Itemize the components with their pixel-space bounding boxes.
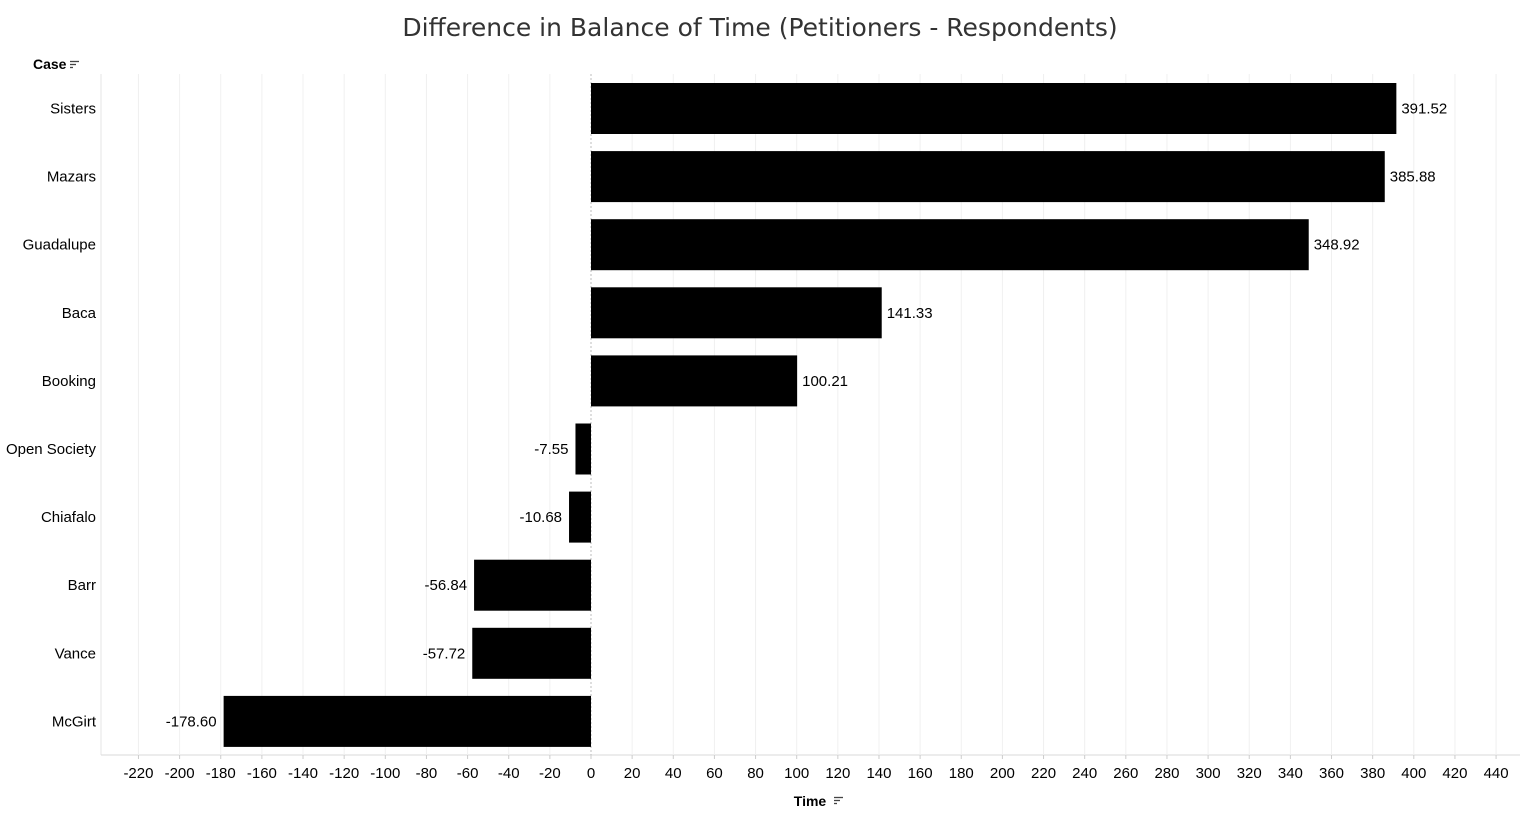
x-tick-label: 220 [1031,765,1056,782]
bar-value-label: 141.33 [887,305,933,322]
x-tick-label: 140 [866,765,891,782]
bar-value-label: 391.52 [1401,101,1447,118]
category-label[interactable]: McGirt [52,713,97,730]
bar-value-label: 100.21 [802,373,848,390]
bar-value-label: -10.68 [519,509,562,526]
bar-value-label: 385.88 [1390,169,1436,186]
x-tick-label: 200 [990,765,1015,782]
bar[interactable] [591,83,1397,134]
x-tick-label: 100 [784,765,809,782]
x-tick-label: -40 [498,765,520,782]
category-label[interactable]: Guadalupe [23,237,96,254]
category-label[interactable]: Mazars [47,169,96,186]
bar[interactable] [591,287,882,339]
bar[interactable] [569,491,591,543]
x-tick-label: 320 [1237,765,1262,782]
x-tick-label: 0 [587,765,595,782]
x-tick-label: -220 [123,765,153,782]
x-tick-label: 80 [747,765,764,782]
x-tick-label: -160 [247,765,277,782]
value-labels: 391.52 385.88 348.92 141.33 100.21 -7.55 -10.6… [166,101,1448,731]
x-tick-label: 260 [1113,765,1138,782]
x-tick-label: -80 [416,765,438,782]
x-tick-label: 180 [949,765,974,782]
x-tick-label: -180 [206,765,236,782]
category-labels: Sisters Mazars Guadalupe Baca Booking Open So… [6,101,97,731]
bar[interactable] [591,151,1385,203]
x-tick-label: 400 [1401,765,1426,782]
bar[interactable] [575,423,591,475]
x-tick-label: 20 [624,765,641,782]
x-axis-label: Time [794,793,827,809]
x-tick-label: -120 [329,765,359,782]
bar[interactable] [472,627,591,679]
x-tick-label: 340 [1278,765,1303,782]
x-tick-label: 240 [1072,765,1097,782]
bar-value-label: -56.84 [425,577,468,594]
x-tick-label: 280 [1154,765,1179,782]
x-tick-label: 120 [825,765,850,782]
category-label[interactable]: Chiafalo [41,509,96,526]
category-label[interactable]: Open Society [6,441,97,458]
x-tick-label: 440 [1484,765,1509,782]
chart-title: Difference in Balance of Time (Petitione… [402,13,1117,42]
x-tick-label: -200 [165,765,195,782]
x-tick-label: -140 [288,765,318,782]
x-tick-label: -60 [457,765,479,782]
x-tick-label: 360 [1319,765,1344,782]
bar[interactable] [474,559,591,611]
sort-descending-icon[interactable] [70,60,79,69]
x-tick-label: 60 [706,765,723,782]
x-tick-label: -20 [539,765,561,782]
x-tick-label: 420 [1442,765,1467,782]
category-label[interactable]: Barr [68,577,96,594]
x-tick-label: -100 [370,765,400,782]
x-tick-label: 300 [1196,765,1221,782]
bar[interactable] [223,695,591,747]
row-header[interactable]: Case [33,56,79,72]
sort-descending-icon[interactable] [834,796,843,805]
x-tick-label: 160 [908,765,933,782]
x-axis-ticks: -220 -200 -180 -160 -140 -120 -100 -80 -60 -40 -20… [123,755,1509,782]
bar-value-label: 348.92 [1314,237,1360,254]
bar[interactable] [591,355,798,407]
x-tick-label: 380 [1360,765,1385,782]
category-label[interactable]: Vance [55,645,96,662]
bar-value-label: -178.60 [166,713,217,730]
bar-value-label: -57.72 [423,645,466,662]
x-tick-label: 40 [665,765,682,782]
bars [223,83,1397,747]
bar-value-label: -7.55 [534,441,568,458]
category-label[interactable]: Booking [42,373,96,390]
category-label[interactable]: Sisters [50,101,96,118]
x-axis-title[interactable]: Time [794,793,843,809]
row-header-label: Case [33,56,67,72]
category-label[interactable]: Baca [62,305,97,322]
bar[interactable] [591,219,1309,271]
